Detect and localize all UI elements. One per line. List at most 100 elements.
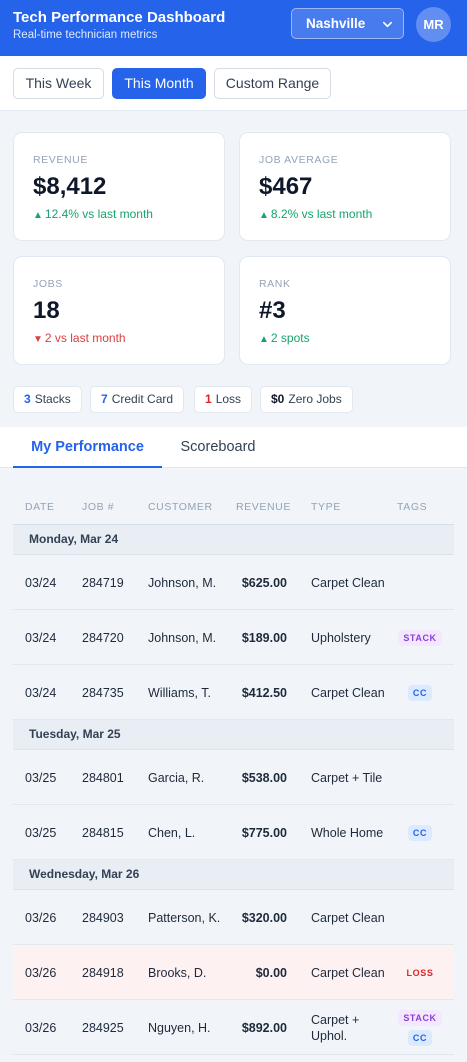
trend-up-icon: ▲ (33, 210, 43, 221)
cell-tags (393, 555, 447, 610)
tag-badge-cc: CC (407, 1029, 433, 1046)
tag-badge-cc: CC (407, 824, 433, 841)
cell-tags: LOSS (393, 945, 447, 1000)
chip-credit-card[interactable]: 7 Credit Card (90, 386, 185, 413)
cell-tags: CC (393, 805, 447, 860)
cell-job-number: 284801 (82, 770, 124, 785)
cell-type: Carpet Clean (311, 685, 385, 700)
table-row[interactable]: 03/26 284903 Patterson, K. $320.00 Carpet Cl… (13, 890, 454, 945)
location-select-value: Nashville (306, 16, 366, 31)
tag-badge-cc: CC (407, 684, 433, 701)
table-header: DATE JOB # CUSTOMER REVENUE TYPE TAGS (13, 490, 454, 525)
app-header: Tech Performance Dashboard Real-time tec… (0, 0, 467, 56)
app-title: Tech Performance Dashboard (13, 9, 226, 26)
tab-scoreboard[interactable]: Scoreboard (180, 439, 256, 455)
cell-job-number: 284903 (82, 910, 124, 925)
metric-value: $467 (259, 173, 313, 200)
metric-card-job-average: JOB AVERAGE $467 ▲ 8.2% vs last month (239, 132, 451, 241)
metric-delta: ▲ 8.2% vs last month (259, 207, 373, 221)
cell-customer: Nguyen, H. (148, 1020, 211, 1035)
cell-customer: Patterson, K. (148, 910, 221, 925)
table-row[interactable]: 03/25 284815 Chen, L. $775.00 Whole Home CC (13, 805, 454, 860)
metric-card-revenue: REVENUE $8,412 ▲ 12.4% vs last month (13, 132, 225, 241)
user-avatar[interactable]: MR (416, 7, 451, 42)
cell-tags: CC (393, 665, 447, 720)
metric-card-rank: RANK #3 ▲ 2 spots (239, 256, 451, 365)
tab-my-performance[interactable]: My Performance (13, 427, 162, 468)
tag-badge-stack: STACK (398, 1009, 442, 1026)
metric-card-jobs: JOBS 18 ▼ 2 vs last month (13, 256, 225, 365)
table-row[interactable]: 03/26 284925 Nguyen, H. $892.00 Carpet + Uph… (13, 1000, 454, 1055)
chip-loss[interactable]: 1 Loss (194, 386, 253, 413)
column-header-type[interactable]: TYPE (311, 501, 341, 513)
location-select[interactable]: Nashville (291, 8, 404, 39)
range-custom-button[interactable]: Custom Range (214, 68, 331, 99)
cell-job-number: 284735 (82, 685, 124, 700)
cell-date: 03/25 (25, 825, 57, 840)
cell-revenue: $775.00 (241, 825, 287, 840)
cell-revenue: $0.00 (255, 965, 287, 980)
metric-label: JOBS (33, 278, 63, 290)
table-row[interactable]: 03/24 284719 Johnson, M. $625.00 Carpet Clea… (13, 555, 454, 610)
day-group-header: Tuesday, Mar 25 (13, 720, 454, 750)
cell-tags: STACK CC (393, 1000, 447, 1055)
cell-tags (393, 890, 447, 945)
metric-delta: ▼ 2 vs last month (33, 331, 126, 345)
cell-date: 03/25 (25, 770, 57, 785)
cell-revenue: $625.00 (241, 575, 287, 590)
cell-revenue: $892.00 (241, 1020, 287, 1035)
cell-tags (393, 750, 447, 805)
column-header-tags[interactable]: TAGS (397, 501, 428, 513)
cell-customer: Brooks, D. (148, 965, 207, 980)
cell-type: Upholstery (311, 630, 371, 645)
range-this-month-button[interactable]: This Month (112, 68, 206, 99)
cell-customer: Johnson, M. (148, 630, 217, 645)
cell-revenue: $189.00 (241, 630, 287, 645)
cell-type: Carpet + Uphol. (311, 1012, 360, 1043)
metric-label: RANK (259, 278, 291, 290)
cell-type: Carpet Clean (311, 575, 385, 590)
column-header-job[interactable]: JOB # (82, 501, 115, 513)
column-header-date[interactable]: DATE (25, 501, 55, 513)
cell-revenue: $320.00 (241, 910, 287, 925)
range-this-week-button[interactable]: This Week (13, 68, 104, 99)
tag-badge-loss: LOSS (406, 967, 434, 978)
table-row[interactable]: 03/26 284918 Brooks, D. $0.00 Carpet Clean LO… (13, 945, 454, 1000)
cell-date: 03/24 (25, 630, 57, 645)
metric-label: JOB AVERAGE (259, 154, 339, 166)
cell-date: 03/26 (25, 1020, 57, 1035)
view-tabs: My Performance Scoreboard (0, 427, 467, 468)
column-header-revenue[interactable]: REVENUE (236, 501, 291, 513)
table-body: Monday, Mar 24 03/24 284719 Johnson, M. $625… (13, 525, 454, 1055)
cell-tags: STACK (393, 610, 447, 665)
metric-value: #3 (259, 297, 286, 324)
day-group-header: Monday, Mar 24 (13, 525, 454, 555)
cell-job-number: 284925 (82, 1020, 124, 1035)
table-row[interactable]: 03/25 284801 Garcia, R. $538.00 Carpet + Til… (13, 750, 454, 805)
metric-value: $8,412 (33, 173, 107, 200)
cell-date: 03/24 (25, 685, 57, 700)
table-row[interactable]: 03/24 284735 Williams, T. $412.50 Carpet Cle… (13, 665, 454, 720)
metric-delta: ▲ 2 spots (259, 331, 310, 345)
cell-job-number: 284719 (82, 575, 124, 590)
jobs-table: DATE JOB # CUSTOMER REVENUE TYPE TAGS Mo… (13, 490, 454, 1055)
cell-customer: Johnson, M. (148, 575, 217, 590)
cell-job-number: 284720 (82, 630, 124, 645)
cell-customer: Chen, L. (148, 825, 196, 840)
cell-date: 03/26 (25, 965, 57, 980)
trend-up-icon: ▲ (259, 210, 269, 221)
table-row[interactable]: 03/24 284720 Johnson, M. $189.00 Upholstery S… (13, 610, 454, 665)
cell-date: 03/26 (25, 910, 57, 925)
chip-zero-jobs[interactable]: $0 Zero Jobs (260, 386, 353, 413)
cell-job-number: 284815 (82, 825, 124, 840)
cell-type: Carpet + Tile (311, 770, 383, 785)
column-header-customer[interactable]: CUSTOMER (148, 501, 213, 513)
cell-type: Carpet Clean (311, 910, 385, 925)
day-group-header: Wednesday, Mar 26 (13, 860, 454, 890)
app-subtitle: Real-time technician metrics (13, 29, 158, 41)
cell-date: 03/24 (25, 575, 57, 590)
chip-stacks[interactable]: 3 Stacks (13, 386, 82, 413)
metric-value: 18 (33, 297, 60, 324)
cell-customer: Garcia, R. (148, 770, 205, 785)
cell-type: Whole Home (311, 825, 384, 840)
